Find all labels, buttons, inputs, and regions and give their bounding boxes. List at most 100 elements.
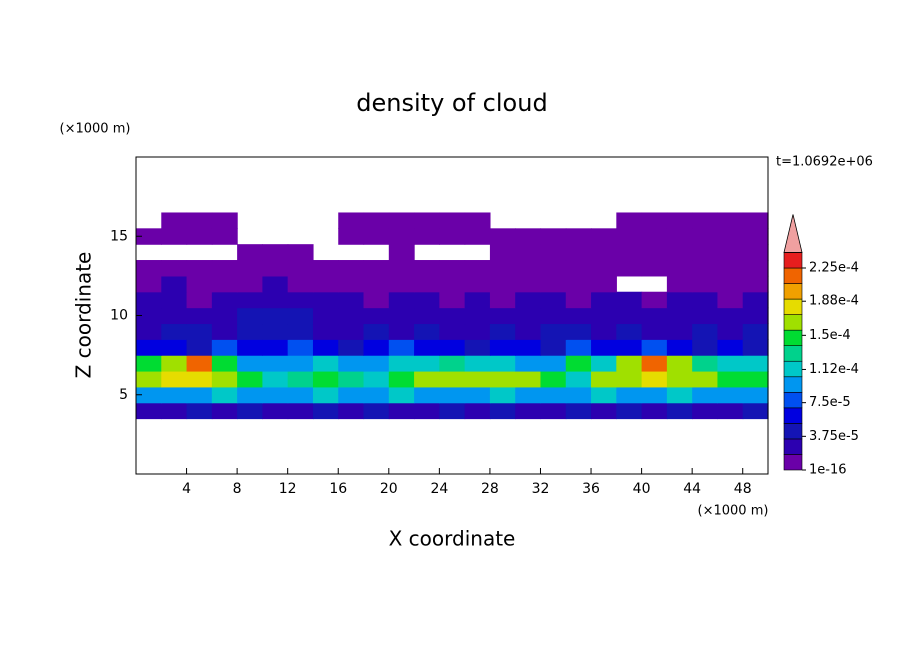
contour-cell xyxy=(312,307,339,325)
contour-cell xyxy=(237,260,263,277)
contour-cell xyxy=(439,228,466,245)
contour-cell xyxy=(388,386,415,404)
contour-cell xyxy=(616,307,643,325)
contour-cell xyxy=(565,402,592,420)
contour-cell xyxy=(591,275,617,293)
contour-cell xyxy=(414,212,440,229)
contour-cell xyxy=(540,244,567,261)
contour-field xyxy=(136,212,769,420)
contour-cell xyxy=(666,355,693,372)
contour-cell xyxy=(136,370,162,388)
contour-cell xyxy=(591,402,617,420)
x-tick-label: 36 xyxy=(582,481,600,497)
contour-cell xyxy=(414,291,440,309)
contour-cell xyxy=(565,370,592,388)
contour-cell xyxy=(692,212,719,229)
colorbar-tick-label: 1.88e-4 xyxy=(809,294,859,309)
contour-cell xyxy=(211,275,238,293)
colorbar-segment xyxy=(783,407,803,424)
contour-cell xyxy=(388,355,415,372)
contour-cell xyxy=(414,228,440,245)
contour-cell xyxy=(161,228,188,245)
contour-cell xyxy=(591,339,617,356)
contour-cell xyxy=(540,402,567,420)
contour-cell xyxy=(717,370,744,388)
contour-cell xyxy=(489,291,516,309)
contour-cell xyxy=(439,339,466,356)
contour-cell xyxy=(262,260,289,277)
contour-cell xyxy=(161,402,188,420)
contour-cell xyxy=(262,339,289,356)
contour-cell xyxy=(666,244,693,261)
contour-cell xyxy=(211,228,238,245)
contour-cell xyxy=(211,386,238,404)
x-tick-label: 8 xyxy=(233,481,242,497)
contour-cell xyxy=(363,291,390,309)
contour-cell xyxy=(186,212,213,229)
contour-cell xyxy=(414,307,440,325)
contour-cell xyxy=(363,228,390,245)
contour-cell xyxy=(312,355,339,372)
contour-cell xyxy=(540,370,567,388)
contour-cell xyxy=(565,386,592,404)
contour-cell xyxy=(237,402,263,420)
contour-cell xyxy=(312,291,339,309)
contour-cell xyxy=(136,323,162,340)
contour-cell xyxy=(363,212,390,229)
colorbar-segment xyxy=(783,376,803,393)
colorbar-tick-label: 3.75e-5 xyxy=(809,429,859,444)
contour-cell xyxy=(161,355,188,372)
contour-cell xyxy=(565,275,592,293)
contour-cell xyxy=(641,260,668,277)
contour-cell xyxy=(338,291,365,309)
contour-cell xyxy=(136,386,162,404)
contour-cell xyxy=(464,307,491,325)
contour-cell xyxy=(464,323,491,340)
contour-cell xyxy=(161,291,188,309)
contour-cell xyxy=(439,402,466,420)
contour-cell xyxy=(515,228,542,245)
contour-cell xyxy=(515,323,542,340)
contour-cell xyxy=(136,291,162,309)
contour-cell xyxy=(540,260,567,277)
contour-cell xyxy=(211,291,238,309)
x-tick-label: 28 xyxy=(481,481,499,497)
colorbar-segment xyxy=(783,329,803,346)
contour-cell xyxy=(439,291,466,309)
contour-cell xyxy=(565,291,592,309)
contour-cell xyxy=(287,260,314,277)
contour-cell xyxy=(692,386,719,404)
contour-cell xyxy=(388,212,415,229)
contour-cell xyxy=(338,339,365,356)
contour-cell xyxy=(717,260,744,277)
contour-cell xyxy=(616,228,643,245)
contour-cell xyxy=(161,212,188,229)
contour-cell xyxy=(489,370,516,388)
contour-cell xyxy=(414,275,440,293)
y-tick-label: 10 xyxy=(110,308,128,324)
contour-cell xyxy=(666,307,693,325)
contour-cell xyxy=(489,244,516,261)
contour-cell xyxy=(742,228,769,245)
contour-cell xyxy=(136,275,162,293)
contour-cell xyxy=(692,307,719,325)
contour-cell xyxy=(312,323,339,340)
contour-cell xyxy=(338,275,365,293)
contour-cell xyxy=(616,244,643,261)
x-tick-label: 24 xyxy=(430,481,448,497)
contour-cell xyxy=(515,386,542,404)
contour-cell xyxy=(414,355,440,372)
contour-cell xyxy=(540,291,567,309)
contour-cell xyxy=(312,260,339,277)
contour-cell xyxy=(616,386,643,404)
contour-cell xyxy=(388,228,415,245)
contour-cell xyxy=(363,323,390,340)
contour-cell xyxy=(287,386,314,404)
contour-cell xyxy=(211,212,238,229)
x-tick-label: 16 xyxy=(329,481,347,497)
contour-cell xyxy=(287,307,314,325)
contour-cell xyxy=(287,323,314,340)
contour-cell xyxy=(262,323,289,340)
contour-cell xyxy=(287,244,314,261)
colorbar-segment xyxy=(783,283,803,300)
